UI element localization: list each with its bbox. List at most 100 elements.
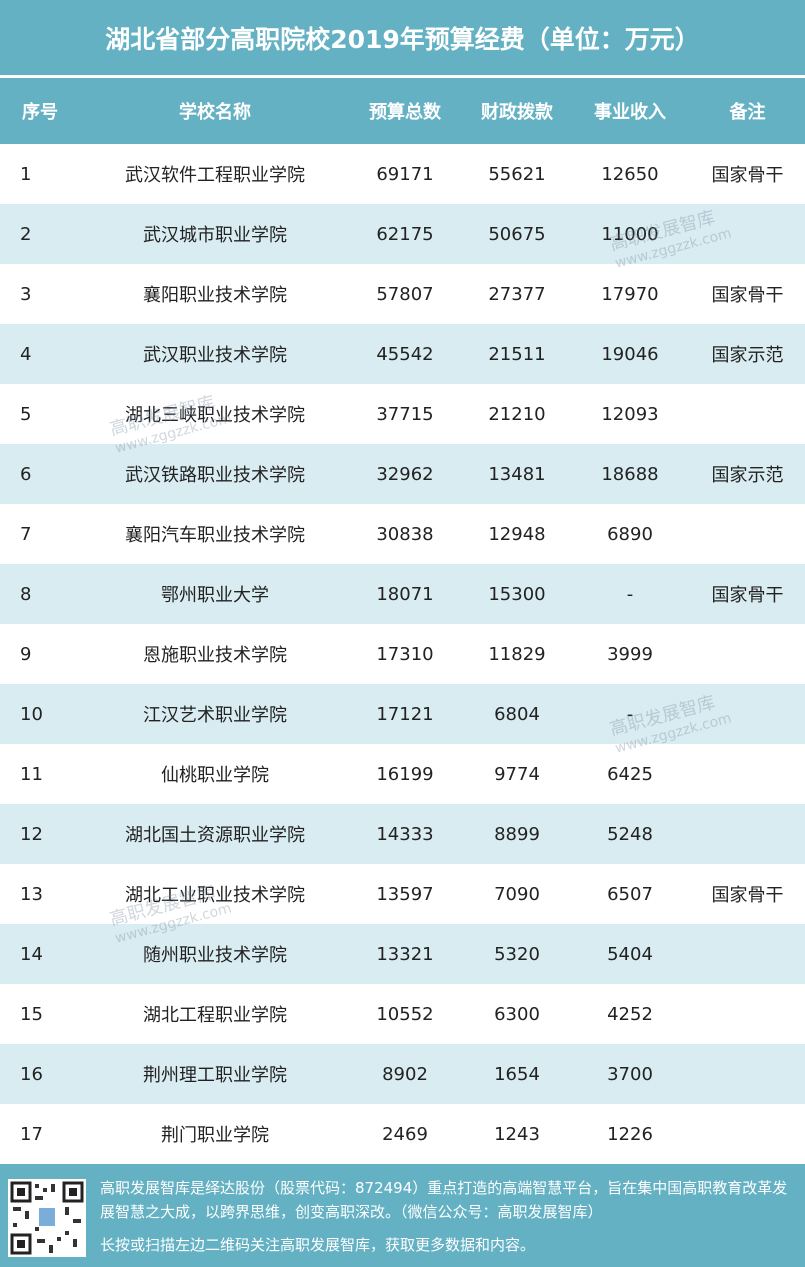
col-fiscal-appropriation: 7090 — [494, 883, 540, 905]
col-index: 13 — [20, 883, 43, 905]
table-row: 3 襄阳职业技术学院 57807 27377 17970 国家骨干 — [0, 264, 805, 324]
col-remarks: 国家骨干 — [711, 165, 784, 186]
col-remarks — [690, 504, 805, 564]
col-total-budget: 69171 — [376, 163, 434, 185]
col-business-income: 1226 — [607, 1123, 653, 1145]
table-row: 6 武汉铁路职业技术学院 32962 13481 18688 国家示范 — [0, 444, 805, 504]
col-business-income: 18688 — [601, 463, 659, 485]
table-row: 2 武汉城市职业学院 62175 50675 11000 — [0, 204, 805, 264]
col-business-income: 6425 — [607, 763, 653, 785]
col-fiscal-appropriation: 21210 — [488, 403, 546, 425]
col-school-name: 襄阳职业技术学院 — [143, 285, 287, 306]
col-school-name: 随州职业技术学院 — [143, 945, 287, 966]
col-school-name: 湖北工业职业技术学院 — [125, 885, 305, 906]
col-remarks: 国家骨干 — [711, 885, 784, 906]
col-business-income: 3999 — [607, 643, 653, 665]
col-remarks — [690, 1104, 805, 1164]
footer: 高职发展智库是绎达股份（股票代码：872494）重点打造的高端智慧平台，旨在集中… — [0, 1164, 805, 1267]
col-index: 16 — [20, 1063, 43, 1085]
col-remarks — [690, 624, 805, 684]
col-index: 2 — [20, 223, 32, 245]
col-total-budget: 30838 — [376, 523, 434, 545]
qr-code-icon[interactable] — [8, 1179, 86, 1257]
col-total-budget: 8902 — [382, 1063, 428, 1085]
table-header: 序号 学校名称 预算总数 财政拨款 事业收入 备注 — [0, 78, 805, 144]
table-row: 4 武汉职业技术学院 45542 21511 19046 国家示范 — [0, 324, 805, 384]
col-school-name: 江汉艺术职业学院 — [143, 705, 287, 726]
col-fiscal-appropriation: 55621 — [488, 163, 546, 185]
table-title: 湖北省部分高职院校2019年预算经费（单位：万元） — [0, 0, 805, 75]
col-remarks — [690, 684, 805, 744]
col-index: 3 — [20, 283, 32, 305]
col-total-budget: 2469 — [382, 1123, 428, 1145]
col-total-budget: 57807 — [376, 283, 434, 305]
col-total-budget: 13597 — [376, 883, 434, 905]
col-remarks: 国家骨干 — [711, 585, 784, 606]
col-total-budget: 32962 — [376, 463, 434, 485]
col-total-budget: 17121 — [376, 703, 434, 725]
col-fiscal-appropriation: 50675 — [488, 223, 546, 245]
col-business-income: 19046 — [601, 343, 659, 365]
header-col-fiscal-appropriation: 财政拨款 — [481, 102, 553, 123]
col-index: 12 — [20, 823, 43, 845]
col-business-income: 12093 — [601, 403, 659, 425]
table-row: 11 仙桃职业学院 16199 9774 6425 — [0, 744, 805, 804]
col-index: 10 — [20, 703, 43, 725]
col-remarks — [690, 804, 805, 864]
col-total-budget: 17310 — [376, 643, 434, 665]
col-school-name: 武汉城市职业学院 — [143, 225, 287, 246]
col-index: 6 — [20, 463, 32, 485]
col-school-name: 武汉铁路职业技术学院 — [125, 465, 305, 486]
col-index: 9 — [20, 643, 32, 665]
col-index: 4 — [20, 343, 32, 365]
col-total-budget: 18071 — [376, 583, 434, 605]
col-business-income: 3700 — [607, 1063, 653, 1085]
table-row: 13 湖北工业职业技术学院 13597 7090 6507 国家骨干 — [0, 864, 805, 924]
col-fiscal-appropriation: 1243 — [494, 1123, 540, 1145]
col-total-budget: 14333 — [376, 823, 434, 845]
col-school-name: 襄阳汽车职业技术学院 — [125, 525, 305, 546]
table-row: 9 恩施职业技术学院 17310 11829 3999 — [0, 624, 805, 684]
col-business-income: 17970 — [601, 283, 659, 305]
col-index: 1 — [20, 163, 32, 185]
header-col-index: 序号 — [22, 102, 58, 123]
col-remarks — [690, 384, 805, 444]
col-business-income: 6507 — [607, 883, 653, 905]
table-row: 10 江汉艺术职业学院 17121 6804 - — [0, 684, 805, 744]
col-fiscal-appropriation: 8899 — [494, 823, 540, 845]
col-total-budget: 37715 — [376, 403, 434, 425]
col-remarks — [690, 984, 805, 1044]
table-row: 7 襄阳汽车职业技术学院 30838 12948 6890 — [0, 504, 805, 564]
col-fiscal-appropriation: 6300 — [494, 1003, 540, 1025]
header-col-remarks: 备注 — [729, 102, 766, 123]
col-remarks — [690, 204, 805, 264]
col-school-name: 湖北工程职业学院 — [143, 1005, 287, 1026]
col-index: 5 — [20, 403, 32, 425]
col-total-budget: 45542 — [376, 343, 434, 365]
col-school-name: 武汉软件工程职业学院 — [125, 165, 305, 186]
col-school-name: 荆州理工职业学院 — [143, 1065, 287, 1086]
col-business-income: - — [626, 583, 634, 605]
col-fiscal-appropriation: 12948 — [488, 523, 546, 545]
table-row: 14 随州职业技术学院 13321 5320 5404 — [0, 924, 805, 984]
table-row: 1 武汉软件工程职业学院 69171 55621 12650 国家骨干 — [0, 144, 805, 204]
header-col-school-name: 学校名称 — [179, 102, 251, 123]
table-row: 15 湖北工程职业学院 10552 6300 4252 — [0, 984, 805, 1044]
col-index: 11 — [20, 763, 43, 785]
col-business-income: 5248 — [607, 823, 653, 845]
col-remarks: 国家示范 — [711, 345, 784, 366]
header-col-business-income: 事业收入 — [594, 102, 666, 123]
col-remarks — [690, 1044, 805, 1104]
col-total-budget: 16199 — [376, 763, 434, 785]
col-fiscal-appropriation: 9774 — [494, 763, 540, 785]
col-school-name: 鄂州职业大学 — [161, 585, 269, 606]
col-school-name: 仙桃职业学院 — [161, 765, 269, 786]
col-school-name: 武汉职业技术学院 — [143, 345, 287, 366]
table-row: 12 湖北国土资源职业学院 14333 8899 5248 — [0, 804, 805, 864]
col-fiscal-appropriation: 6804 — [494, 703, 540, 725]
col-remarks: 国家示范 — [711, 465, 784, 486]
footer-cta: 长按或扫描左边二维码关注高职发展智库，获取更多数据和内容。 — [100, 1236, 536, 1254]
col-business-income: 12650 — [601, 163, 659, 185]
col-fiscal-appropriation: 27377 — [488, 283, 546, 305]
